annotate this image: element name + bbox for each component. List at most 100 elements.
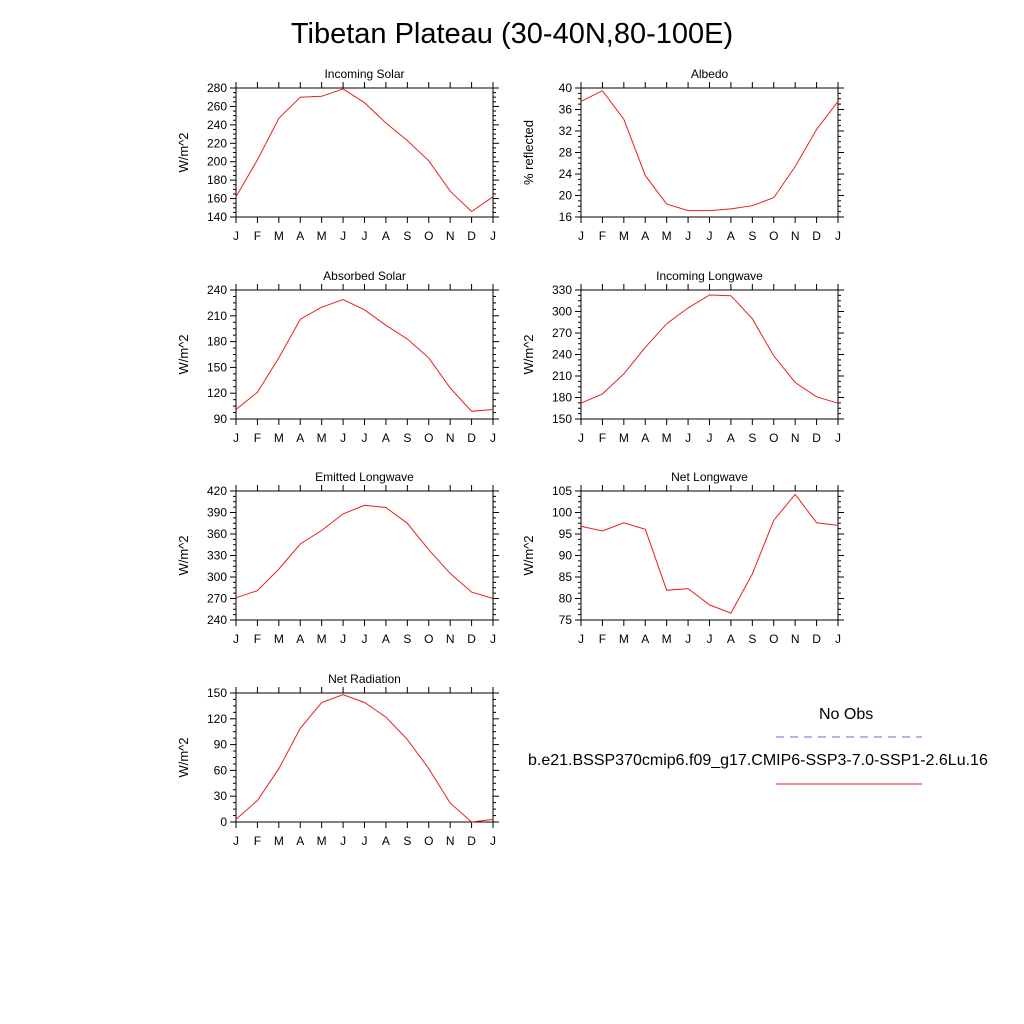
x-tick-label: J xyxy=(685,632,691,646)
x-tick-label: J xyxy=(233,632,239,646)
x-tick-label: M xyxy=(662,431,672,445)
y-tick-label: 270 xyxy=(207,592,227,606)
y-tick-label: 240 xyxy=(207,613,227,627)
x-tick-label: J xyxy=(233,431,239,445)
x-tick-label: M xyxy=(317,834,327,848)
figure-title: Tibetan Plateau (30-40N,80-100E) xyxy=(290,18,734,50)
x-tick-label: J xyxy=(835,431,841,445)
legend-model-label: b.e21.BSSP370cmip6.f09_g17.CMIP6-SSP3-7.… xyxy=(528,752,988,769)
x-tick-label: J xyxy=(707,632,713,646)
x-tick-label: J xyxy=(685,229,691,243)
y-tick-label: 240 xyxy=(207,283,227,297)
x-tick-label: S xyxy=(403,229,411,243)
y-tick-label: 24 xyxy=(559,167,573,181)
x-tick-label: A xyxy=(641,229,649,243)
y-tick-label: 330 xyxy=(207,549,227,563)
x-tick-label: J xyxy=(362,632,368,646)
x-tick-label: M xyxy=(274,229,284,243)
y-tick-label: 240 xyxy=(552,348,572,362)
legend-lines xyxy=(776,736,922,785)
plot-frame xyxy=(580,490,839,621)
x-tick-label: A xyxy=(382,229,390,243)
x-tick-label: F xyxy=(599,431,606,445)
y-tick-label: 28 xyxy=(559,146,573,160)
x-tick-label: J xyxy=(490,834,496,848)
y-tick-label: 140 xyxy=(207,210,227,224)
y-tick-label: 330 xyxy=(552,283,572,297)
y-tick-label: 210 xyxy=(552,369,572,383)
panel-title: Emitted Longwave xyxy=(315,470,414,484)
x-tick-label: A xyxy=(382,834,390,848)
panel-title: Incoming Longwave xyxy=(656,269,763,283)
x-tick-label: J xyxy=(578,229,584,243)
x-tick-label: J xyxy=(362,834,368,848)
y-tick-label: 200 xyxy=(207,155,227,169)
x-tick-label: J xyxy=(578,632,584,646)
x-tick-label: J xyxy=(578,431,584,445)
x-tick-label: A xyxy=(641,632,649,646)
y-tick-label: 90 xyxy=(214,738,228,752)
y-tick-label: 180 xyxy=(552,391,572,405)
x-tick-label: N xyxy=(446,431,455,445)
y-tick-label: 36 xyxy=(559,103,573,117)
x-tick-label: N xyxy=(791,229,800,243)
x-tick-label: N xyxy=(446,632,455,646)
y-tick-label: 360 xyxy=(207,527,227,541)
x-tick-label: J xyxy=(707,229,713,243)
x-tick-label: M xyxy=(619,431,629,445)
x-tick-label: S xyxy=(748,431,756,445)
x-tick-label: N xyxy=(791,632,800,646)
y-tick-label: 75 xyxy=(559,613,573,627)
x-tick-label: D xyxy=(467,431,476,445)
y-axis-label: W/m^2 xyxy=(176,737,191,777)
y-tick-label: 420 xyxy=(207,484,227,498)
x-tick-label: F xyxy=(254,431,261,445)
y-tick-label: 90 xyxy=(214,412,228,426)
x-tick-label: M xyxy=(274,632,284,646)
y-tick-label: 60 xyxy=(214,763,228,777)
x-tick-label: M xyxy=(317,632,327,646)
x-tick-label: J xyxy=(490,632,496,646)
x-tick-label: A xyxy=(296,632,304,646)
x-tick-label: J xyxy=(362,229,368,243)
x-tick-label: J xyxy=(340,834,346,848)
y-tick-label: 160 xyxy=(207,192,227,206)
x-tick-label: J xyxy=(362,431,368,445)
x-tick-label: O xyxy=(424,834,433,848)
y-tick-label: 390 xyxy=(207,506,227,520)
x-tick-label: S xyxy=(403,834,411,848)
y-tick-label: 180 xyxy=(207,335,227,349)
x-tick-label: A xyxy=(641,431,649,445)
x-tick-label: O xyxy=(424,229,433,243)
x-tick-label: O xyxy=(769,229,778,243)
panel-title: Net Longwave xyxy=(671,470,748,484)
panel-incoming-solar: Incoming Solar 140 160 180 200 220 240 260 280 J F… xyxy=(176,67,499,243)
x-tick-label: J xyxy=(233,834,239,848)
y-axis-label: W/m^2 xyxy=(521,334,536,374)
x-tick-label: J xyxy=(835,229,841,243)
x-tick-label: O xyxy=(424,431,433,445)
x-tick-label: F xyxy=(599,632,606,646)
y-tick-label: 40 xyxy=(559,81,573,95)
x-tick-label: A xyxy=(382,431,390,445)
y-tick-label: 270 xyxy=(552,326,572,340)
x-tick-label: J xyxy=(340,229,346,243)
x-tick-label: M xyxy=(317,431,327,445)
y-tick-label: 300 xyxy=(552,305,572,319)
y-tick-label: 150 xyxy=(552,412,572,426)
plot-frame xyxy=(235,490,494,621)
x-tick-label: F xyxy=(599,229,606,243)
panel-title: Albedo xyxy=(691,67,729,81)
y-tick-label: 20 xyxy=(559,189,573,203)
series-line-net-radiation xyxy=(235,694,494,823)
y-tick-label: 120 xyxy=(207,386,227,400)
y-tick-label: 210 xyxy=(207,309,227,323)
series-line-absorbed-solar xyxy=(235,298,494,412)
series-line-net-longwave xyxy=(580,493,839,614)
y-tick-label: 220 xyxy=(207,136,227,150)
x-tick-label: A xyxy=(296,229,304,243)
